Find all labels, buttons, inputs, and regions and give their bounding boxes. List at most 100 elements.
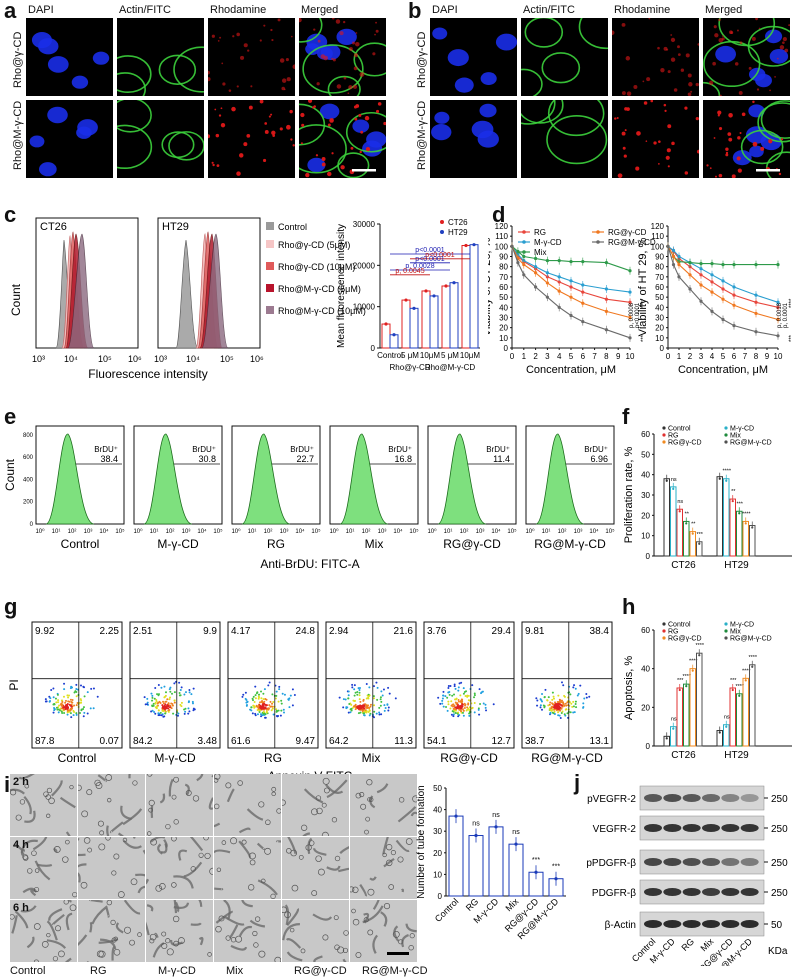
- e-xtick-label: 10³: [378, 529, 387, 535]
- g-quadrant-ur: 29.4: [492, 626, 512, 637]
- g-event: [49, 697, 52, 700]
- gb-bar: [723, 724, 730, 747]
- g-event: [73, 710, 76, 713]
- g-event: [265, 704, 268, 707]
- gb-bar: [689, 668, 696, 747]
- g-quadrant-ll: 38.7: [525, 736, 545, 747]
- e-gate-label: BrDU⁺: [486, 445, 510, 454]
- g-event: [293, 693, 296, 696]
- g-event: [245, 698, 248, 701]
- g-event: [353, 688, 356, 691]
- g-event: [378, 711, 381, 714]
- g-event: [163, 685, 166, 688]
- tube-image-tile: [350, 900, 417, 962]
- g-quadrant-ll: 64.2: [329, 736, 349, 747]
- g-event: [363, 714, 366, 717]
- g-event: [146, 701, 149, 704]
- g-event: [358, 698, 361, 701]
- g-event: [277, 714, 280, 717]
- gb-legend-label: RG: [668, 433, 679, 440]
- blot-band-label: β-Actin: [605, 920, 636, 931]
- g-quadrant-ll: 87.8: [35, 736, 55, 747]
- g-event: [277, 700, 280, 703]
- blot-unit: KDa: [768, 946, 788, 957]
- g-event: [363, 707, 366, 710]
- g-event: [551, 708, 554, 711]
- g-event: [187, 712, 190, 715]
- g-event: [262, 710, 265, 713]
- c-annotation: p<0.0001: [425, 252, 454, 259]
- d-ytick-label: 100: [495, 242, 509, 251]
- d-ytick-label: 90: [655, 253, 664, 262]
- g-event: [158, 714, 161, 717]
- g-event: [380, 700, 383, 703]
- hist-ct26-label: CT26: [40, 221, 67, 233]
- gb-bar: [689, 531, 696, 557]
- g-event: [154, 701, 157, 704]
- g-event: [275, 690, 278, 693]
- e-xtick-label: 10⁰: [427, 528, 437, 535]
- g-event: [467, 707, 470, 710]
- blot-band: [702, 920, 720, 928]
- g-event: [549, 701, 552, 704]
- g-event: [63, 712, 66, 715]
- g-event: [342, 706, 345, 709]
- d-annotation: ****: [641, 298, 647, 308]
- d-xtick-label: 1: [677, 352, 682, 361]
- c-legend-label: CT26: [448, 218, 468, 227]
- g-event: [557, 711, 560, 714]
- tube-col-label: M-γ-CD: [158, 965, 196, 977]
- g-event: [280, 702, 283, 705]
- legend-swatch-2: [266, 262, 274, 270]
- micrograph-tile: [521, 100, 608, 178]
- g-event: [66, 702, 69, 705]
- g-event: [188, 691, 191, 694]
- g-event: [272, 701, 275, 704]
- c-bar: [421, 290, 431, 349]
- g-event: [192, 687, 195, 690]
- g-event: [479, 703, 482, 706]
- g-event: [152, 702, 155, 705]
- g-event: [354, 708, 357, 711]
- tube-image-tile: [10, 900, 77, 962]
- e-gate-label: BrDU⁺: [388, 445, 412, 454]
- g-event: [441, 697, 444, 700]
- tube-image-tile: [214, 774, 281, 836]
- g-event: [386, 703, 389, 706]
- gb-ytick-label: 30: [641, 491, 650, 500]
- g-event: [558, 714, 561, 717]
- micrograph-tile: [26, 18, 113, 96]
- blot-band: [663, 888, 682, 896]
- e-xtick-label: 10¹: [150, 529, 159, 535]
- panel-label-c: c: [4, 202, 17, 227]
- gb-annotation: ns: [671, 717, 677, 723]
- g-event: [560, 712, 563, 715]
- g-event: [585, 692, 588, 695]
- c-legend-marker: [440, 220, 444, 224]
- g-event: [574, 687, 577, 690]
- g-event: [257, 695, 260, 698]
- g-event: [447, 686, 450, 689]
- e-gate-value: 16.8: [394, 454, 412, 464]
- blot-band: [663, 824, 682, 832]
- g-event: [68, 700, 71, 703]
- g-event: [353, 694, 356, 697]
- channel-label: Actin/FITC: [119, 4, 171, 16]
- g-event: [379, 698, 382, 701]
- e-xtick-label: 10³: [476, 529, 485, 535]
- g-event: [187, 700, 190, 703]
- g-plot-frame: [129, 621, 221, 749]
- d-xtick-label: 4: [710, 352, 715, 361]
- g-event: [544, 688, 547, 691]
- g-event: [354, 703, 357, 706]
- mfi-bar-chart: 0 10000 20000 30000 Mean fluorescence intens…: [336, 218, 480, 372]
- d-annotation: ****: [789, 298, 795, 308]
- g-event: [558, 707, 561, 710]
- gb-bar: [716, 476, 723, 557]
- tube-col-label: RG@M-γ-CD: [362, 965, 428, 977]
- g-event: [582, 702, 585, 705]
- g-event: [271, 693, 274, 696]
- g-event: [171, 692, 174, 695]
- i-bar: [508, 843, 524, 897]
